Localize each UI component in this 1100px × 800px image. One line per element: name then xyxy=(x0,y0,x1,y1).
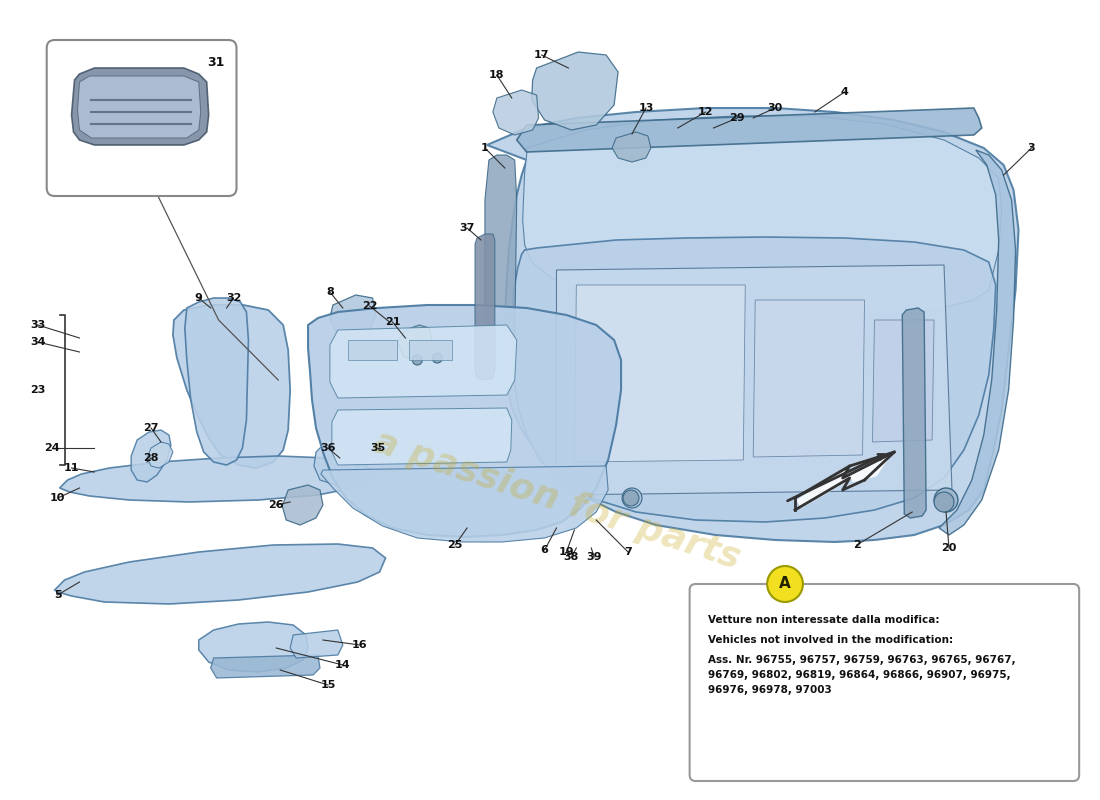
Polygon shape xyxy=(939,150,1015,535)
Polygon shape xyxy=(485,155,517,392)
Text: 5: 5 xyxy=(54,590,62,600)
Text: 9: 9 xyxy=(195,293,202,303)
Text: 37: 37 xyxy=(460,223,475,233)
Polygon shape xyxy=(77,76,200,138)
Polygon shape xyxy=(283,485,323,525)
Polygon shape xyxy=(513,237,996,522)
Circle shape xyxy=(432,353,442,363)
Polygon shape xyxy=(330,325,517,398)
Text: 16: 16 xyxy=(352,640,367,650)
Text: 33: 33 xyxy=(30,320,45,330)
Text: 13: 13 xyxy=(638,103,653,113)
Polygon shape xyxy=(360,428,412,475)
Text: 4: 4 xyxy=(840,87,848,97)
Text: 96769, 96802, 96819, 96864, 96866, 96907, 96975,: 96769, 96802, 96819, 96864, 96866, 96907… xyxy=(707,670,1010,680)
Text: 11: 11 xyxy=(64,463,79,473)
Polygon shape xyxy=(314,440,360,485)
Polygon shape xyxy=(59,456,373,502)
Text: 10: 10 xyxy=(50,493,65,503)
Polygon shape xyxy=(522,116,1002,315)
Text: 28: 28 xyxy=(143,453,158,463)
Text: 8: 8 xyxy=(326,287,333,297)
Text: 35: 35 xyxy=(370,443,385,453)
Polygon shape xyxy=(754,300,865,457)
Text: Vetture non interessate dalla modifica:: Vetture non interessate dalla modifica: xyxy=(707,615,939,625)
Text: 3: 3 xyxy=(1027,143,1035,153)
Text: 26: 26 xyxy=(268,500,284,510)
Circle shape xyxy=(767,566,803,602)
Text: 23: 23 xyxy=(30,385,45,395)
Polygon shape xyxy=(290,630,343,658)
Polygon shape xyxy=(612,132,651,162)
Polygon shape xyxy=(798,455,890,508)
Text: 1: 1 xyxy=(481,143,488,153)
Polygon shape xyxy=(321,466,608,542)
Text: 18: 18 xyxy=(490,70,505,80)
Circle shape xyxy=(623,490,639,506)
Text: 36: 36 xyxy=(320,443,336,453)
Circle shape xyxy=(934,488,958,512)
Polygon shape xyxy=(517,108,982,152)
Text: 96976, 96978, 97003: 96976, 96978, 97003 xyxy=(707,685,832,695)
Circle shape xyxy=(934,492,954,512)
Polygon shape xyxy=(211,655,320,678)
Polygon shape xyxy=(557,265,952,495)
Polygon shape xyxy=(147,442,173,468)
Polygon shape xyxy=(55,544,386,604)
Text: 38: 38 xyxy=(563,552,579,562)
Text: 27: 27 xyxy=(143,423,158,433)
Text: 24: 24 xyxy=(44,443,59,453)
Text: 15: 15 xyxy=(320,680,336,690)
Polygon shape xyxy=(199,622,308,672)
Polygon shape xyxy=(173,305,290,468)
Text: 14: 14 xyxy=(336,660,351,670)
FancyBboxPatch shape xyxy=(690,584,1079,781)
Polygon shape xyxy=(872,320,934,442)
Text: 39: 39 xyxy=(586,552,602,562)
Text: 29: 29 xyxy=(729,113,745,123)
Polygon shape xyxy=(397,325,432,360)
Text: Vehicles not involved in the modification:: Vehicles not involved in the modificatio… xyxy=(707,635,953,645)
Text: 21: 21 xyxy=(385,317,400,327)
Polygon shape xyxy=(902,308,926,518)
Text: 19: 19 xyxy=(559,547,574,557)
Text: 31: 31 xyxy=(207,55,224,69)
Text: 25: 25 xyxy=(448,540,463,550)
Polygon shape xyxy=(332,408,512,465)
Polygon shape xyxy=(308,305,622,537)
Polygon shape xyxy=(574,285,746,462)
Text: 30: 30 xyxy=(768,103,783,113)
Text: 6: 6 xyxy=(540,545,549,555)
Text: 12: 12 xyxy=(697,107,713,117)
Circle shape xyxy=(412,355,422,365)
Text: 22: 22 xyxy=(362,301,377,311)
Polygon shape xyxy=(409,340,452,360)
Polygon shape xyxy=(185,298,249,465)
Text: A: A xyxy=(779,577,791,591)
Text: 17: 17 xyxy=(534,50,549,60)
Text: 7: 7 xyxy=(624,547,631,557)
Polygon shape xyxy=(348,340,397,360)
Polygon shape xyxy=(493,90,539,135)
Text: 32: 32 xyxy=(226,293,241,303)
Text: Ass. Nr. 96755, 96757, 96759, 96763, 96765, 96767,: Ass. Nr. 96755, 96757, 96759, 96763, 967… xyxy=(707,655,1015,665)
Text: 2: 2 xyxy=(852,540,860,550)
Polygon shape xyxy=(72,68,209,145)
Text: a passion for parts: a passion for parts xyxy=(368,425,745,575)
Circle shape xyxy=(623,488,642,508)
Text: 34: 34 xyxy=(30,337,45,347)
Polygon shape xyxy=(131,430,170,482)
Polygon shape xyxy=(487,108,1019,542)
Text: 20: 20 xyxy=(942,543,957,553)
FancyBboxPatch shape xyxy=(46,40,236,196)
Polygon shape xyxy=(330,295,375,336)
Polygon shape xyxy=(475,234,495,380)
Polygon shape xyxy=(531,52,618,130)
